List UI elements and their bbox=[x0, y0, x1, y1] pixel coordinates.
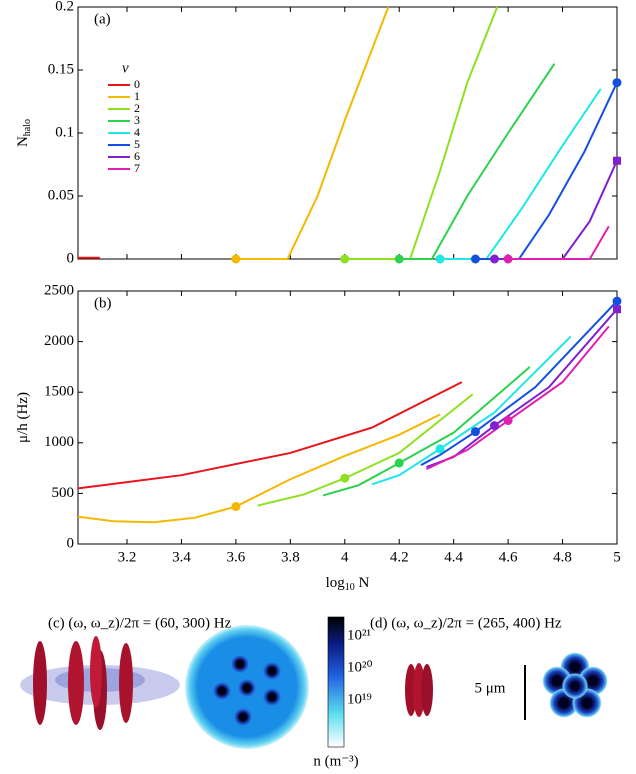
panel-label: (b) bbox=[94, 295, 112, 311]
colorbar-label: n (m⁻³) bbox=[313, 753, 358, 769]
series-line bbox=[399, 63, 556, 260]
marker bbox=[503, 254, 513, 264]
x-tick-label: 3.2 bbox=[118, 549, 137, 565]
y-label-main: N bbox=[15, 136, 31, 147]
condensate-3d bbox=[405, 663, 433, 717]
marker bbox=[394, 254, 404, 264]
marker bbox=[231, 502, 241, 512]
colorbar bbox=[327, 616, 345, 748]
y-label: μ/h (Hz) bbox=[15, 392, 31, 443]
marker bbox=[470, 427, 480, 437]
panel-title: (d) (ω, ω_z)/2π = (265, 400) Hz bbox=[370, 615, 562, 631]
y-tick-label: 0 bbox=[67, 250, 75, 266]
y-tick-label: 1500 bbox=[44, 384, 74, 400]
condensate-3d bbox=[20, 636, 180, 730]
x-tick-label: 4.8 bbox=[553, 549, 572, 565]
scale-bar-label: 5 μm bbox=[475, 680, 506, 696]
y-tick-label: 500 bbox=[52, 485, 75, 501]
x-tick-label: 4.4 bbox=[444, 549, 463, 565]
marker bbox=[612, 296, 622, 306]
series-line bbox=[426, 308, 618, 469]
legend-label: 6 bbox=[134, 149, 140, 163]
legend-label: 2 bbox=[134, 101, 140, 115]
colorbar-tick: 10¹⁹ bbox=[347, 691, 372, 707]
series-line bbox=[508, 225, 610, 260]
x-label: log10 N bbox=[326, 575, 370, 593]
marker bbox=[340, 254, 350, 264]
y-tick-label: 0 bbox=[67, 535, 75, 551]
x-tick-label: 3.4 bbox=[172, 549, 191, 565]
x-tick-label: 3.6 bbox=[227, 549, 246, 565]
x-label-sub: 10 bbox=[345, 582, 355, 593]
marker bbox=[613, 305, 621, 314]
marker bbox=[612, 78, 622, 88]
y-tick-label: 1000 bbox=[44, 434, 74, 450]
series-line bbox=[440, 88, 602, 260]
legend-label: 7 bbox=[134, 161, 140, 175]
y-tick-label: 0.15 bbox=[48, 61, 74, 77]
marker bbox=[503, 416, 513, 426]
x-tick-label: 4.2 bbox=[390, 549, 409, 565]
y-tick-label: 2000 bbox=[44, 333, 74, 349]
y-tick-label: 0.2 bbox=[55, 0, 74, 14]
plot-frame bbox=[77, 290, 618, 545]
legend-label: 0 bbox=[134, 77, 140, 91]
series-line bbox=[77, 381, 463, 490]
legend-label: 1 bbox=[134, 89, 140, 103]
x-tick-label: 4.6 bbox=[499, 549, 518, 565]
y-tick-label: 0.05 bbox=[48, 187, 74, 203]
marker bbox=[394, 458, 404, 468]
y-tick-label: 0.1 bbox=[55, 124, 74, 140]
legend-title: ν bbox=[122, 60, 129, 76]
y-tick-label: 2500 bbox=[44, 282, 74, 298]
x-label-main: log bbox=[326, 575, 346, 591]
x-tick-label: 5 bbox=[613, 549, 621, 565]
series-line bbox=[344, 6, 499, 260]
marker bbox=[435, 444, 445, 454]
marker bbox=[613, 156, 621, 165]
marker bbox=[340, 473, 350, 483]
series-line bbox=[420, 300, 618, 466]
marker bbox=[435, 254, 445, 264]
panel-title: (c) (ω, ω_z)/2π = (60, 300) Hz bbox=[48, 615, 232, 631]
x-tick-label: 4 bbox=[341, 549, 349, 565]
density-map bbox=[185, 625, 309, 749]
y-label-main: μ/h (Hz) bbox=[15, 392, 31, 443]
colorbar-tick: 10²¹ bbox=[347, 627, 371, 643]
panel-label: (a) bbox=[94, 11, 111, 27]
colorbar-tick: 10²⁰ bbox=[347, 659, 373, 675]
density-map bbox=[542, 652, 608, 718]
x-label-after: N bbox=[355, 575, 370, 591]
series-line bbox=[426, 325, 610, 471]
x-tick-label: 3.8 bbox=[281, 549, 300, 565]
y-label-sub: halo bbox=[22, 119, 33, 136]
marker bbox=[490, 421, 499, 431]
series-line bbox=[235, 6, 390, 260]
marker bbox=[490, 254, 499, 264]
legend-label: 4 bbox=[134, 125, 140, 139]
marker bbox=[231, 254, 241, 264]
y-label: Nhalo bbox=[15, 119, 33, 147]
plot-frame bbox=[77, 6, 618, 260]
legend-label: 5 bbox=[134, 137, 140, 151]
marker bbox=[470, 254, 480, 264]
legend-label: 3 bbox=[134, 113, 140, 127]
